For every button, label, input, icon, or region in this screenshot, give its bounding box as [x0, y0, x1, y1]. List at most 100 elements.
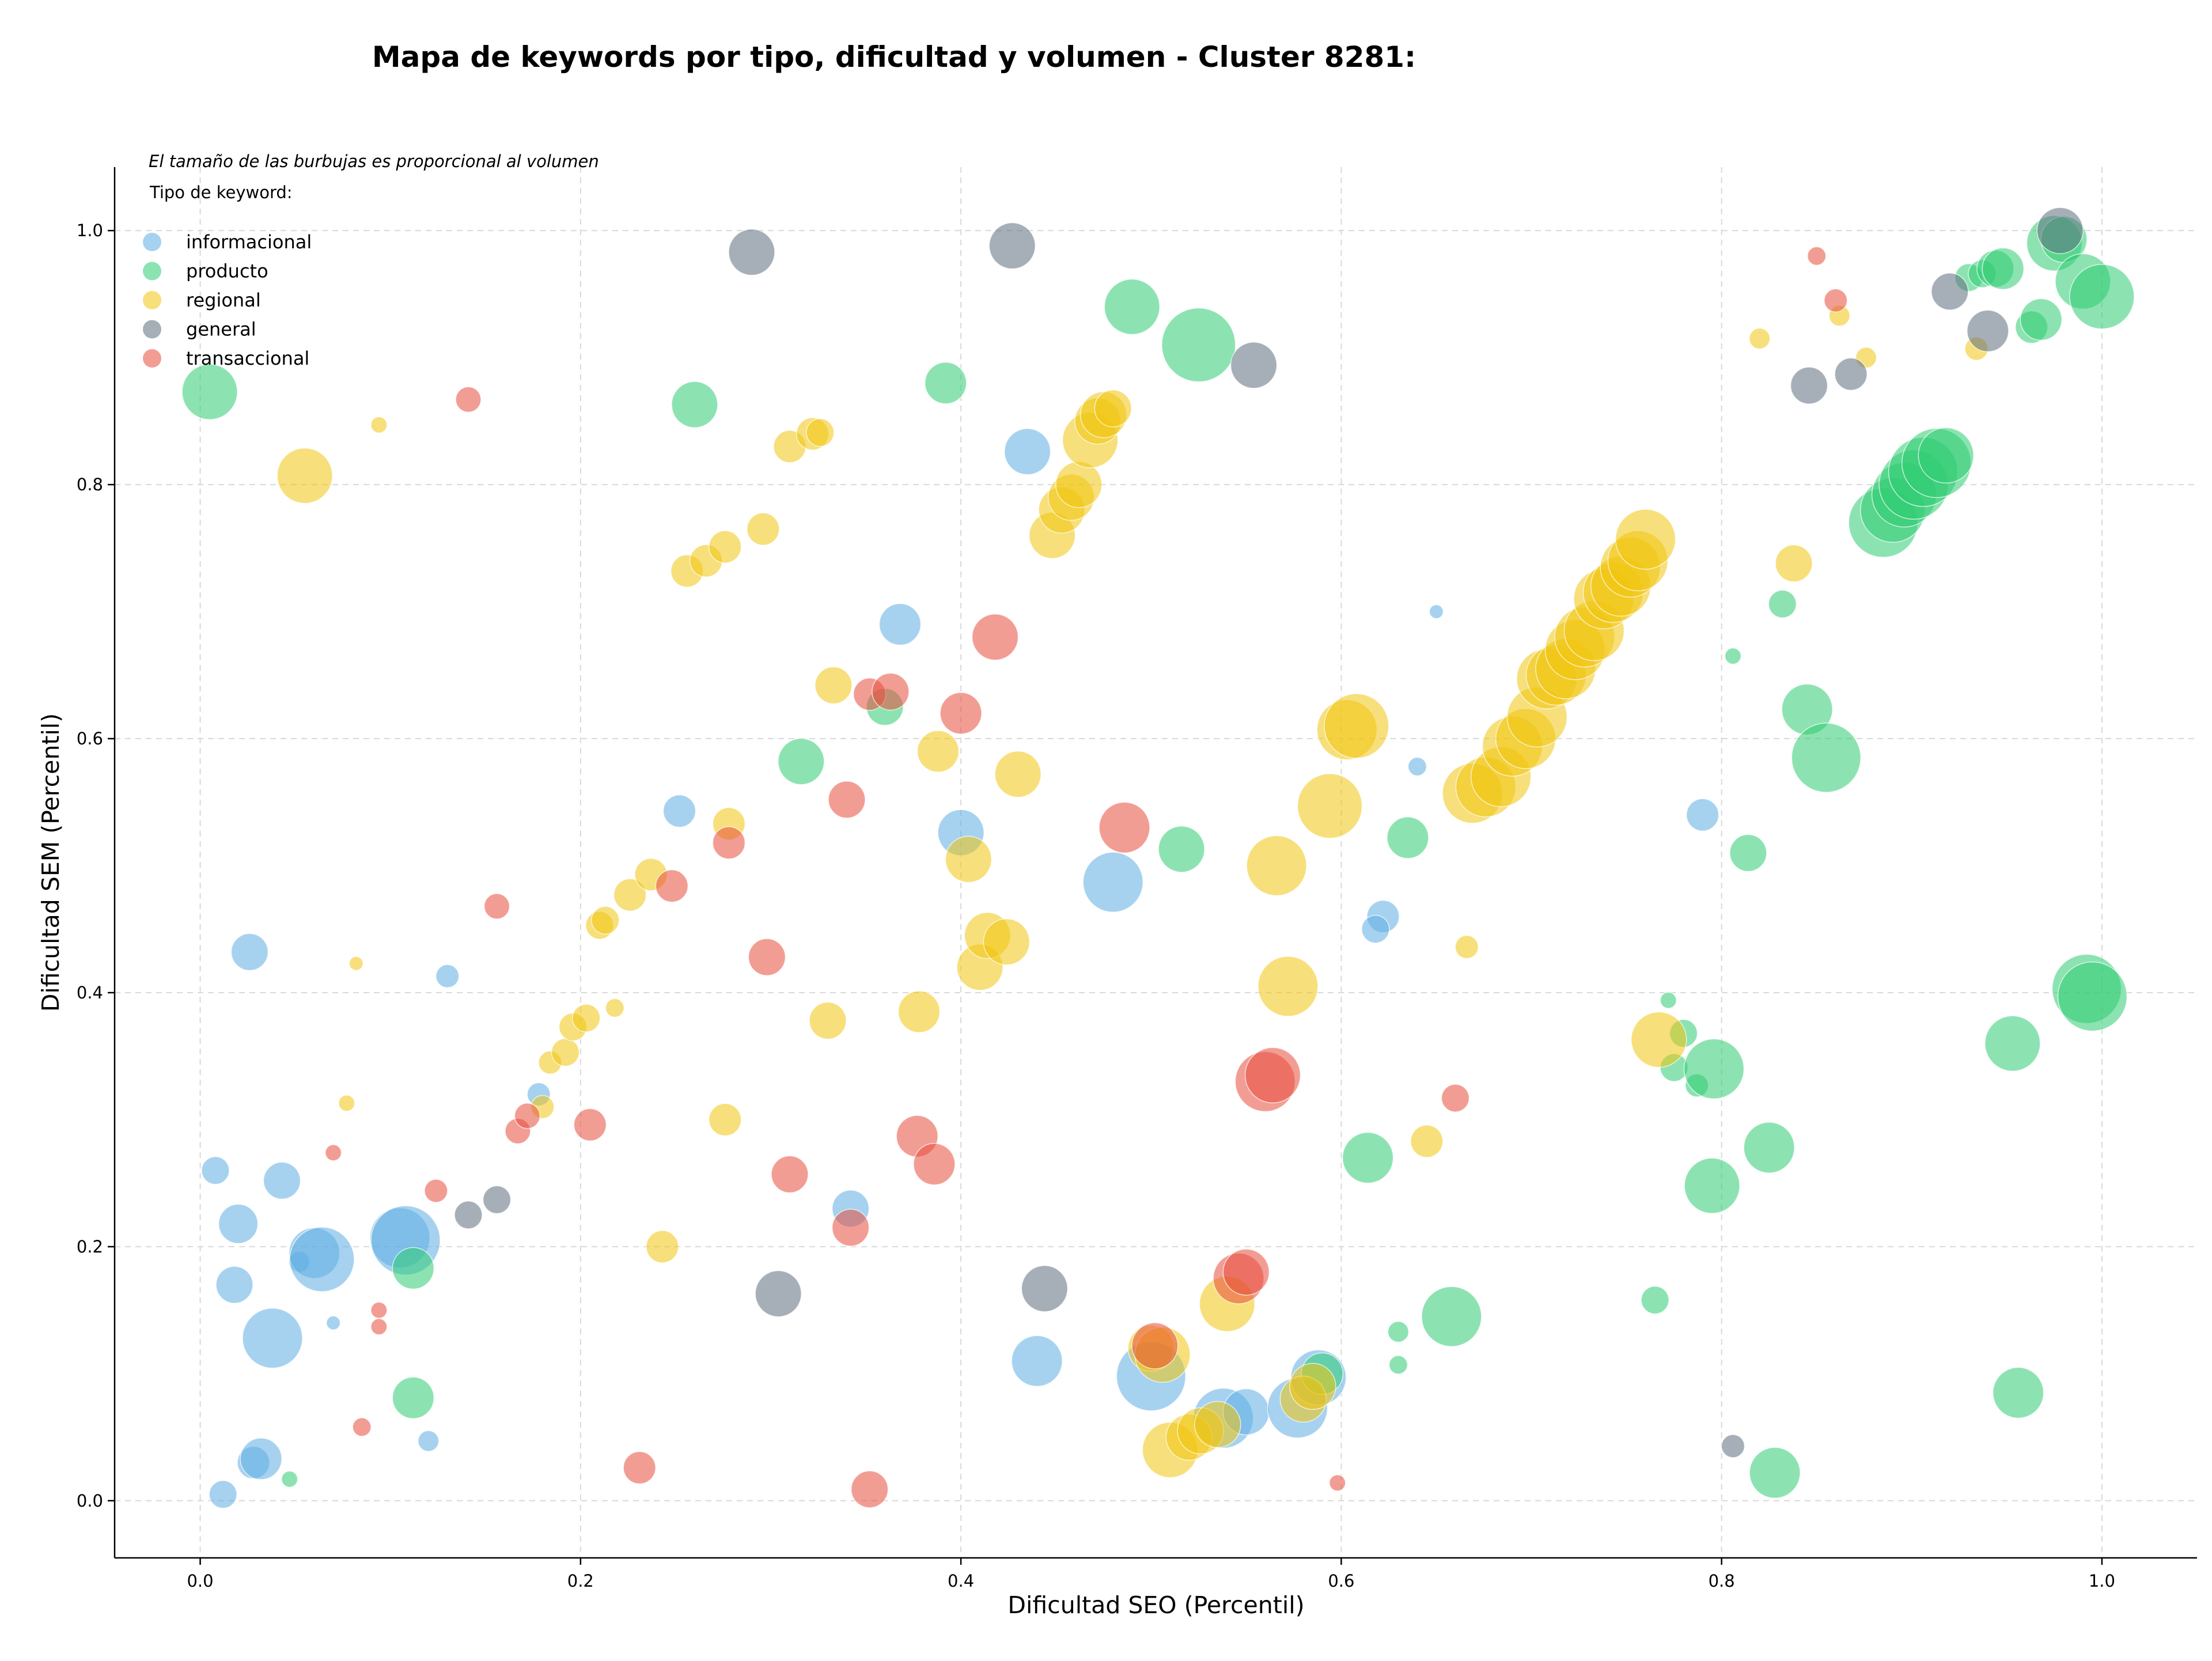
legend-item-informacional: informacional: [143, 231, 312, 253]
bubble-transaccional: [771, 1155, 809, 1193]
y-tick-label: 0.6: [77, 729, 103, 748]
bubble-producto: [1387, 1321, 1410, 1343]
legend-label: informacional: [186, 231, 312, 253]
bubble-general: [1967, 309, 2009, 353]
legend-label: general: [186, 319, 256, 340]
bubble-producto: [1161, 307, 1236, 383]
bubble-producto: [1387, 816, 1429, 859]
bubble-transaccional: [324, 1144, 342, 1161]
bubble-producto: [2020, 298, 2063, 341]
bubble-producto: [1104, 278, 1160, 335]
bubble-informacional: [240, 1437, 282, 1480]
bubble-general: [988, 222, 1036, 270]
bubble-producto: [1388, 1355, 1408, 1375]
bubble-regional: [897, 990, 941, 1033]
legend-marker: [143, 320, 161, 339]
bubble-regional: [613, 878, 647, 911]
grid-lines: [115, 167, 2197, 1558]
bubble-producto: [181, 364, 238, 420]
bubble-transaccional: [424, 1179, 448, 1203]
axis-ticks: 0.0 0.2 0.4 0.6 0.8 1.0 0.0 0.2 0.4 0.6 0.8 1.0: [77, 221, 2115, 1591]
bubble-transaccional: [940, 692, 982, 735]
legend-item-regional: regional: [143, 289, 261, 311]
bubble-transaccional: [748, 938, 786, 976]
bubble-producto: [1724, 648, 1742, 665]
bubble-producto: [1342, 1132, 1394, 1184]
bubble-regional: [349, 956, 364, 971]
legend-label: regional: [186, 289, 261, 311]
y-tick-label: 0.0: [77, 1491, 103, 1511]
bubble-general: [454, 1201, 483, 1229]
bubble-producto: [1768, 589, 1797, 619]
bubble-transaccional: [1329, 1474, 1346, 1492]
legend: Tipo de keyword: informacional producto re…: [143, 183, 312, 369]
bubble-transaccional: [455, 386, 482, 413]
bubble-regional: [1055, 461, 1103, 508]
bubble-informacional: [325, 1315, 341, 1330]
bubble-regional: [994, 751, 1041, 798]
legend-title: Tipo de keyword:: [149, 183, 293, 202]
bubble-regional: [1615, 509, 1676, 570]
bubble-producto: [1660, 992, 1677, 1009]
bubble-regional: [1289, 1363, 1336, 1410]
bubble-general: [1834, 357, 1868, 391]
legend-marker: [143, 233, 161, 251]
bubble-informacional: [215, 1266, 253, 1304]
bubble-transaccional: [1823, 288, 1848, 313]
bubble-producto: [1158, 826, 1205, 873]
bubble-regional: [370, 416, 388, 434]
bubble-producto: [1992, 1367, 2044, 1419]
bubble-producto: [778, 737, 825, 785]
legend-marker: [143, 262, 161, 281]
bubble-general: [755, 1270, 802, 1318]
bubble-regional: [1246, 835, 1307, 896]
bubble-general: [1790, 366, 1828, 404]
bubble-regional: [605, 998, 625, 1018]
bubble-transaccional: [655, 869, 689, 903]
bubble-general: [1721, 1434, 1745, 1458]
bubble-informacional: [1003, 428, 1051, 475]
bubble-informacional: [1011, 1335, 1063, 1387]
bubble-transaccional: [1806, 246, 1827, 266]
chart-title: Mapa de keywords por tipo, dificultad y …: [372, 40, 1416, 74]
bubble-transaccional: [712, 826, 746, 860]
bubble-producto: [1421, 1286, 1482, 1347]
bubble-regional: [809, 1001, 847, 1040]
bubble-regional: [708, 530, 742, 563]
bubble-transaccional: [872, 672, 910, 711]
x-tick-label: 0.4: [948, 1571, 974, 1591]
bubble-producto: [1684, 1157, 1740, 1214]
bubble-transaccional: [483, 893, 510, 920]
bubble-producto: [671, 381, 718, 429]
bubble-producto: [2069, 264, 2135, 330]
bubble-informacional: [242, 1307, 303, 1369]
bubble-regional: [945, 835, 993, 883]
bubble-producto: [1791, 722, 1861, 793]
y-tick-label: 1.0: [77, 221, 103, 240]
legend-marker: [143, 291, 161, 309]
bubble-transaccional: [971, 613, 1019, 661]
bubble-informacional: [417, 1430, 440, 1452]
bubble-transaccional: [370, 1318, 388, 1335]
bubble-regional: [747, 512, 780, 546]
bubble-informacional: [1429, 604, 1444, 619]
bubble-producto: [924, 362, 967, 404]
bubble-regional: [1297, 773, 1363, 839]
bubble-transaccional: [1244, 1047, 1301, 1104]
legend-marker: [143, 349, 161, 368]
bubble-regional: [815, 666, 853, 705]
bubble-general: [1230, 342, 1278, 389]
legend-item-transaccional: transaccional: [143, 347, 309, 369]
bubbles: [181, 207, 2135, 1509]
bubble-regional: [1410, 1125, 1444, 1158]
bubble-informacional: [878, 603, 922, 646]
y-tick-label: 0.4: [77, 983, 103, 1002]
bubble-transaccional: [514, 1103, 541, 1129]
bubble-regional: [1324, 693, 1389, 759]
bubble-producto: [1683, 1038, 1745, 1099]
bubble-informacional: [1082, 852, 1143, 913]
bubble-regional: [338, 1095, 355, 1112]
bubble-regional: [1194, 1401, 1241, 1448]
bubble-producto: [1918, 427, 1974, 484]
bubble-producto: [2057, 961, 2128, 1032]
